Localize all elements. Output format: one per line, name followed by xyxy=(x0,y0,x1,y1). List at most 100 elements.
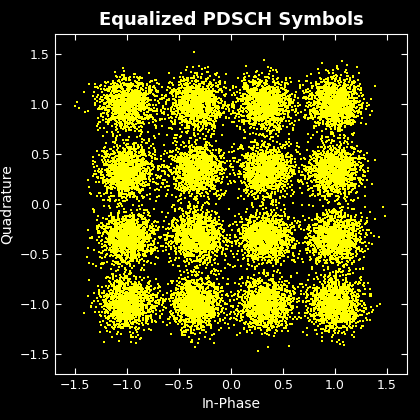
Channel 1 xyxy=(302,173,309,180)
Channel 1 xyxy=(133,157,139,164)
Channel 1 xyxy=(110,168,117,175)
Channel 1 xyxy=(314,306,321,313)
Channel 1 xyxy=(119,229,126,236)
Channel 1 xyxy=(148,158,155,165)
Channel 1 xyxy=(303,111,310,118)
Channel 1 xyxy=(333,249,339,256)
Channel 1 xyxy=(304,77,310,84)
Channel 1 xyxy=(331,219,338,226)
Channel 1 xyxy=(336,178,343,185)
Channel 1 xyxy=(200,175,206,182)
Channel 1 xyxy=(321,285,328,292)
Channel 1 xyxy=(263,154,270,161)
Channel 1 xyxy=(181,276,188,283)
Channel 1 xyxy=(307,237,313,244)
Channel 1 xyxy=(200,302,207,309)
Channel 1 xyxy=(205,322,212,328)
Channel 1 xyxy=(171,75,178,81)
Channel 1 xyxy=(321,227,328,234)
Channel 1 xyxy=(132,108,139,114)
Channel 1 xyxy=(224,231,231,238)
Channel 1 xyxy=(199,290,206,297)
Channel 1 xyxy=(260,113,267,120)
Channel 1 xyxy=(284,235,290,242)
Channel 1 xyxy=(177,114,184,121)
Channel 1 xyxy=(346,189,353,196)
Channel 1 xyxy=(210,105,216,112)
Channel 1 xyxy=(195,228,202,235)
Channel 1 xyxy=(104,320,111,326)
Channel 1 xyxy=(363,176,370,183)
Channel 1 xyxy=(187,232,194,239)
Channel 1 xyxy=(178,102,184,109)
Channel 1 xyxy=(262,104,268,110)
Channel 1 xyxy=(310,290,316,297)
Channel 1 xyxy=(349,162,356,168)
Channel 1 xyxy=(333,244,340,250)
Channel 1 xyxy=(123,286,129,293)
Channel 1 xyxy=(260,315,267,322)
Channel 1 xyxy=(264,295,271,302)
Channel 1 xyxy=(335,225,342,231)
Channel 1 xyxy=(173,226,179,233)
Channel 1 xyxy=(150,238,157,244)
Channel 1 xyxy=(202,168,209,175)
Channel 1 xyxy=(276,227,283,234)
Channel 1 xyxy=(182,239,189,245)
Channel 1 xyxy=(349,301,356,307)
Channel 1 xyxy=(121,249,127,256)
Channel 1 xyxy=(209,161,216,168)
Channel 1 xyxy=(207,121,213,128)
Channel 1 xyxy=(174,225,181,231)
Channel 1 xyxy=(117,224,123,231)
Channel 1 xyxy=(172,153,178,160)
Channel 1 xyxy=(331,298,337,304)
Channel 1 xyxy=(184,80,191,87)
Channel 1 xyxy=(135,284,142,291)
Channel 1 xyxy=(330,104,337,110)
Channel 1 xyxy=(320,295,327,302)
Channel 1 xyxy=(359,103,365,110)
Channel 1 xyxy=(190,170,197,176)
Channel 1 xyxy=(263,309,270,315)
Channel 1 xyxy=(268,236,274,243)
Channel 1 xyxy=(91,298,97,304)
Channel 1 xyxy=(125,299,131,306)
Channel 1 xyxy=(270,93,276,100)
Channel 1 xyxy=(284,156,291,163)
Channel 1 xyxy=(345,110,352,116)
Channel 1 xyxy=(315,103,321,110)
Channel 1 xyxy=(137,303,144,310)
Channel 1 xyxy=(339,168,346,175)
Channel 1 xyxy=(123,103,129,110)
Channel 1 xyxy=(333,236,340,243)
Channel 1 xyxy=(197,320,204,327)
Channel 1 xyxy=(349,307,355,314)
Channel 1 xyxy=(319,181,326,188)
Channel 1 xyxy=(270,236,277,242)
Channel 1 xyxy=(273,279,280,286)
Channel 1 xyxy=(258,182,265,189)
Channel 1 xyxy=(269,234,276,241)
Channel 1 xyxy=(135,144,142,151)
Channel 1 xyxy=(94,97,101,104)
Channel 1 xyxy=(346,313,353,320)
Channel 1 xyxy=(204,294,210,301)
Channel 1 xyxy=(220,298,227,304)
Channel 1 xyxy=(186,278,192,285)
Channel 1 xyxy=(194,305,201,312)
Channel 1 xyxy=(279,184,286,190)
Channel 1 xyxy=(266,226,273,233)
Channel 1 xyxy=(221,309,228,316)
Channel 1 xyxy=(251,78,258,84)
Channel 1 xyxy=(138,223,144,229)
Channel 1 xyxy=(306,215,312,222)
Channel 1 xyxy=(260,150,267,157)
Channel 1 xyxy=(236,156,243,163)
Channel 1 xyxy=(272,239,279,245)
Channel 1 xyxy=(152,222,159,229)
Channel 1 xyxy=(265,89,272,95)
Channel 1 xyxy=(215,89,221,96)
Channel 1 xyxy=(239,231,246,237)
Channel 1 xyxy=(318,217,325,223)
